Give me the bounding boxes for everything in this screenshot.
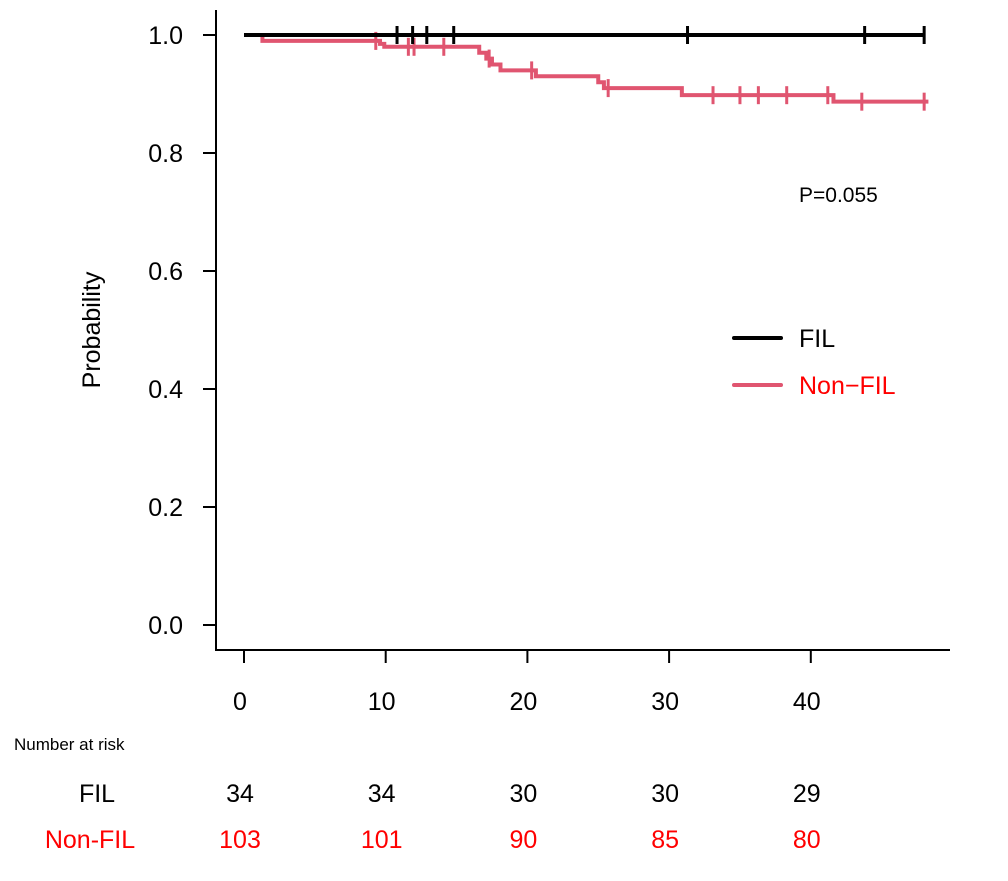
axes: 0.0 0.2 0.4 0.6 0.8 1.0 0 10 20 30 40	[148, 10, 950, 716]
survival-curve-non-fil	[244, 33, 929, 104]
y-axis-title: Probability	[78, 271, 106, 388]
risk-value-non-fil: 103	[219, 826, 261, 854]
risk-value-fil: 34	[226, 780, 254, 808]
risk-values: 34 34 30 30 29 103 101 90 85 80	[219, 780, 821, 854]
y-tick-label: 0.0	[148, 612, 183, 640]
risk-value-fil: 29	[793, 780, 821, 808]
risk-row-label-non-fil: Non-FIL	[45, 826, 135, 854]
series-non-fil	[244, 31, 929, 111]
series-layer	[244, 26, 929, 111]
y-tick-label: 1.0	[148, 22, 183, 50]
p-value-annotation: P=0.055	[799, 184, 878, 207]
risk-value-non-fil: 85	[651, 826, 679, 854]
legend-label-fil: FIL	[799, 325, 835, 353]
x-tick-label: 0	[233, 688, 247, 716]
x-tick-label: 20	[509, 688, 537, 716]
y-tick-label: 0.4	[148, 376, 183, 404]
legend-label-non-fil: Non−FIL	[799, 372, 896, 400]
risk-value-fil: 34	[368, 780, 396, 808]
y-tick-label: 0.6	[148, 258, 183, 286]
y-tick-label: 0.8	[148, 140, 183, 168]
risk-value-fil: 30	[651, 780, 679, 808]
x-tick-label: 40	[793, 688, 821, 716]
x-tick-label: 30	[651, 688, 679, 716]
x-tick-label: 10	[368, 688, 396, 716]
legend: FIL Non−FIL	[732, 325, 896, 400]
y-tick-label: 0.2	[148, 494, 183, 522]
risk-value-non-fil: 80	[793, 826, 821, 854]
risk-value-non-fil: 90	[509, 826, 537, 854]
risk-value-non-fil: 101	[361, 826, 403, 854]
risk-value-fil: 30	[509, 780, 537, 808]
risk-row-label-fil: FIL	[79, 780, 115, 808]
series-fil	[244, 26, 926, 44]
number-at-risk-table: Number at risk FIL Non-FIL 34 34 30 30 29 103…	[14, 735, 821, 854]
risk-table-title: Number at risk	[14, 735, 125, 754]
